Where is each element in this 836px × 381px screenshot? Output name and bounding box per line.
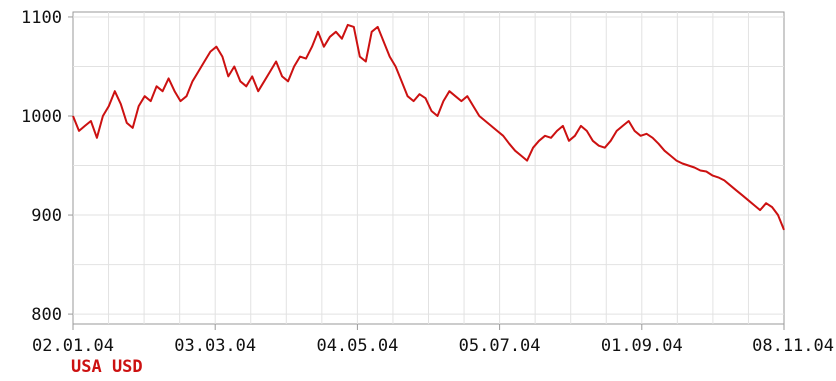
series-label: USA USD: [71, 357, 143, 377]
series-line: [72, 23, 785, 231]
x-tick-label: 08.11.04: [752, 336, 834, 356]
x-tick-label: 05.07.04: [459, 336, 541, 356]
x-tick-label: 02.01.04: [32, 336, 114, 356]
x-tick-label: 04.05.04: [316, 336, 398, 356]
y-tick-label: 1000: [21, 107, 62, 127]
y-tick-label: 1100: [21, 8, 62, 28]
y-tick-label: 800: [31, 305, 62, 325]
x-tick-label: 01.09.04: [601, 336, 683, 356]
y-axis-ticks: 800 900 1000 1100: [21, 8, 73, 325]
x-axis-ticks: 02.01.04 03.03.04 04.05.04 05.07.04 01.09.04…: [32, 324, 834, 356]
y-tick-label: 900: [31, 206, 62, 226]
grid-lines: [73, 12, 784, 324]
x-tick-label: 03.03.04: [174, 336, 256, 356]
